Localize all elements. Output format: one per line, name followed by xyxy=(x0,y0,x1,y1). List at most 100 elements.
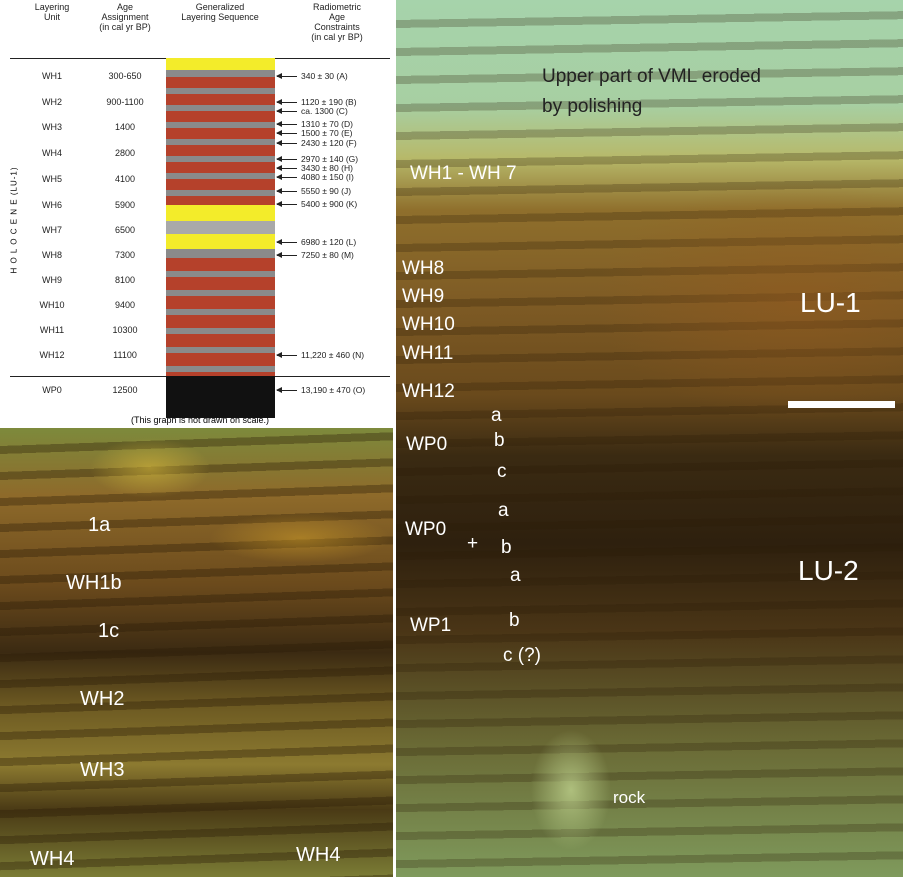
arrow xyxy=(277,111,297,112)
arrow xyxy=(277,102,297,103)
layer-band xyxy=(166,70,275,77)
photo-label: WH10 xyxy=(402,314,455,336)
page: {"table":{ "headers":[["Layering","Unit"… xyxy=(0,0,903,877)
photo-label: WH4 xyxy=(296,844,340,867)
scale-bar xyxy=(788,401,895,408)
photo-label: WH8 xyxy=(402,258,444,280)
photo-label: c (?) xyxy=(503,645,541,667)
photo-label: a xyxy=(491,405,502,427)
layer-band xyxy=(166,145,275,156)
age-constraint: 340 ± 30 (A) xyxy=(301,71,348,81)
photo-label: b xyxy=(501,537,512,559)
unit: WH6 xyxy=(42,200,62,210)
layer-band xyxy=(166,277,275,290)
photo-label: a xyxy=(498,500,509,522)
layer-band xyxy=(166,58,275,70)
layer-band xyxy=(166,77,275,88)
age: 7300 xyxy=(115,250,135,260)
caption: Upper part of VML eroded xyxy=(542,66,761,88)
age: 12500 xyxy=(112,385,137,395)
photo-label: WP0 xyxy=(405,519,446,541)
header-line: Generalized xyxy=(181,2,259,12)
photo-label: WH1b xyxy=(66,572,122,595)
layer-band xyxy=(166,111,275,122)
layering-table: H O L O C E N E (LU-1) (This graph is no… xyxy=(0,0,395,426)
header-line: Unit xyxy=(35,12,70,22)
age: 10300 xyxy=(112,325,137,335)
unit: WH8 xyxy=(42,250,62,260)
age: 6500 xyxy=(115,225,135,235)
age-constraint: 4080 ± 150 (I) xyxy=(301,172,354,182)
unit: WH5 xyxy=(42,174,62,184)
layer-band xyxy=(166,221,275,234)
layer-band xyxy=(166,334,275,347)
arrow xyxy=(277,355,297,356)
arrow xyxy=(277,390,297,391)
unit: WH3 xyxy=(42,122,62,132)
photo-label: c xyxy=(497,461,507,483)
arrow xyxy=(277,143,297,144)
layer-band xyxy=(166,234,275,249)
unit: WP0 xyxy=(42,385,62,395)
layer-band xyxy=(166,249,275,258)
unit: WH2 xyxy=(42,97,62,107)
header-line: Layering Sequence xyxy=(181,12,259,22)
age-constraint: ca. 1300 (C) xyxy=(301,106,348,116)
age-constraint: 7250 ± 80 (M) xyxy=(301,250,354,260)
photo-label: WH2 xyxy=(80,688,124,711)
header-line: Age xyxy=(99,2,151,12)
age: 11100 xyxy=(113,350,137,360)
layer-band xyxy=(166,376,275,418)
header-line: Age Constraints xyxy=(308,12,366,32)
layer-band xyxy=(166,128,275,139)
photo-label: a xyxy=(510,565,521,587)
age: 2800 xyxy=(115,148,135,158)
arrow xyxy=(277,168,297,169)
unit: WH9 xyxy=(42,275,62,285)
layer-band xyxy=(166,296,275,309)
age: 900-1100 xyxy=(106,97,143,107)
photo-label: + xyxy=(467,533,478,555)
photo-label: WH1 - WH 7 xyxy=(410,163,517,185)
header-line: Layering xyxy=(35,2,70,12)
layer-band xyxy=(166,353,275,366)
photo-label: WH11 xyxy=(402,343,453,365)
arrow xyxy=(277,191,297,192)
unit: WH10 xyxy=(39,300,64,310)
arrow xyxy=(277,255,297,256)
age-constraint: 6980 ± 120 (L) xyxy=(301,237,356,247)
header-line: (in cal yr BP) xyxy=(308,32,366,42)
age-constraint: 5400 ± 900 (K) xyxy=(301,199,357,209)
zone-label: LU-1 xyxy=(800,287,861,319)
photo-label: WH4 xyxy=(30,848,74,871)
photo-label: b xyxy=(509,610,520,632)
layer-band xyxy=(166,94,275,105)
age-constraint: 2430 ± 120 (F) xyxy=(301,138,357,148)
age: 5900 xyxy=(115,200,135,210)
photo-label: 1c xyxy=(98,620,119,643)
age: 4100 xyxy=(115,174,135,184)
header-line: Assignment xyxy=(99,12,151,22)
arrow xyxy=(277,133,297,134)
photo-label: WP0 xyxy=(406,434,447,456)
layer-band xyxy=(166,315,275,328)
holocene-label: H O L O C E N E (LU-1) xyxy=(10,166,19,273)
zone-label: LU-2 xyxy=(798,555,859,587)
caption: by polishing xyxy=(542,96,642,118)
photo-label: WH12 xyxy=(402,381,455,403)
arrow xyxy=(277,242,297,243)
unit: WH4 xyxy=(42,148,62,158)
layer-band xyxy=(166,205,275,221)
age: 1400 xyxy=(115,122,135,132)
age-constraint: 1500 ± 70 (E) xyxy=(301,128,352,138)
age: 300-650 xyxy=(108,71,141,81)
layer-band xyxy=(166,162,275,173)
unit: WH11 xyxy=(40,325,64,335)
header-line: (in cal yr BP) xyxy=(99,22,151,32)
photo-label: rock xyxy=(613,788,645,808)
layer-band xyxy=(166,258,275,271)
